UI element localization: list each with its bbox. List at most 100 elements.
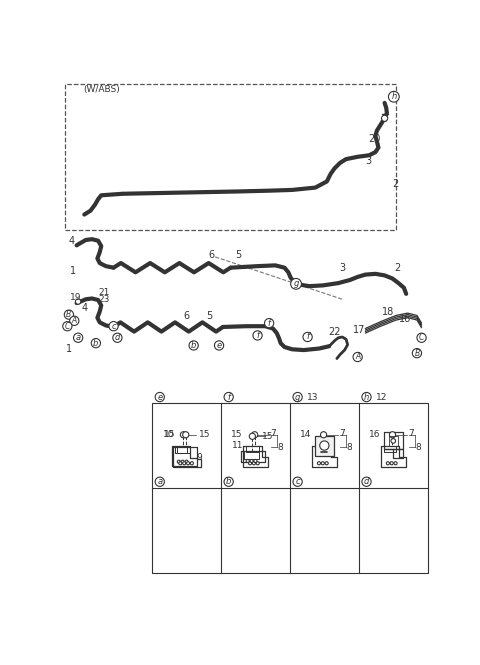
Circle shape (179, 462, 182, 465)
Circle shape (317, 462, 321, 465)
Text: 16: 16 (369, 430, 380, 440)
Circle shape (185, 460, 188, 464)
Circle shape (362, 392, 371, 402)
Circle shape (181, 460, 184, 464)
Circle shape (177, 460, 180, 464)
Text: f: f (256, 331, 259, 340)
Text: 22: 22 (328, 327, 341, 337)
Text: 5: 5 (235, 250, 241, 261)
Text: 23: 23 (98, 295, 109, 304)
Text: 7: 7 (408, 429, 414, 438)
Circle shape (113, 333, 122, 342)
Text: d: d (115, 333, 120, 342)
Circle shape (293, 477, 302, 486)
Circle shape (155, 477, 164, 486)
Circle shape (73, 333, 83, 342)
Circle shape (321, 432, 327, 438)
Circle shape (252, 432, 258, 438)
Circle shape (63, 322, 72, 331)
Circle shape (394, 462, 397, 465)
Circle shape (264, 319, 274, 328)
Text: A: A (72, 317, 77, 325)
Circle shape (183, 432, 189, 438)
Text: 15: 15 (262, 432, 274, 441)
Text: e: e (157, 392, 162, 402)
Text: 2: 2 (392, 179, 398, 189)
Text: 5: 5 (206, 311, 212, 321)
Circle shape (189, 341, 198, 350)
Circle shape (390, 462, 393, 465)
Circle shape (109, 322, 118, 331)
Text: 3: 3 (339, 263, 345, 273)
Circle shape (249, 433, 255, 440)
Text: 20: 20 (368, 134, 381, 144)
Text: C: C (419, 333, 424, 342)
Circle shape (191, 462, 193, 465)
Circle shape (293, 392, 302, 402)
Text: f: f (306, 332, 309, 342)
Circle shape (417, 333, 426, 342)
Text: 6: 6 (183, 311, 189, 321)
Text: 14: 14 (300, 430, 311, 440)
Text: b: b (191, 341, 196, 350)
Text: g: g (293, 279, 299, 289)
Text: 4: 4 (81, 303, 87, 313)
Text: b: b (226, 477, 231, 486)
Text: h: h (391, 92, 396, 101)
Text: A: A (355, 352, 360, 362)
Text: a: a (75, 333, 81, 342)
Text: 8: 8 (346, 443, 352, 452)
Text: b: b (93, 338, 98, 348)
Text: d: d (364, 477, 369, 486)
Circle shape (412, 348, 421, 358)
Circle shape (391, 439, 396, 444)
Circle shape (246, 460, 249, 462)
Circle shape (64, 310, 73, 319)
Text: 13: 13 (307, 392, 318, 402)
Text: 1: 1 (66, 344, 72, 354)
Text: B: B (66, 310, 72, 319)
Text: 19: 19 (71, 293, 82, 302)
Circle shape (291, 279, 301, 289)
Bar (152, 403, 428, 573)
Text: 15: 15 (199, 430, 210, 440)
Circle shape (362, 477, 371, 486)
Circle shape (187, 462, 190, 465)
Circle shape (252, 462, 255, 465)
Circle shape (183, 462, 186, 465)
Text: C: C (65, 322, 70, 331)
Text: (W/ABS): (W/ABS) (83, 85, 120, 94)
Text: f: f (267, 319, 271, 328)
Circle shape (389, 432, 396, 438)
Text: 2: 2 (394, 263, 400, 273)
Circle shape (253, 331, 262, 340)
FancyBboxPatch shape (315, 436, 334, 456)
Circle shape (321, 462, 324, 465)
Bar (65, 84, 396, 230)
Text: h: h (364, 392, 369, 402)
Text: g: g (295, 392, 300, 402)
Circle shape (256, 462, 259, 465)
Circle shape (155, 392, 164, 402)
Text: f: f (227, 392, 230, 402)
Circle shape (180, 432, 187, 438)
Text: B: B (414, 348, 420, 358)
Circle shape (320, 441, 329, 450)
Text: 8: 8 (277, 443, 283, 452)
Circle shape (353, 352, 362, 362)
Circle shape (388, 91, 399, 102)
Text: 11: 11 (232, 441, 243, 450)
Circle shape (70, 316, 79, 325)
Text: 6: 6 (208, 250, 215, 261)
Text: 7: 7 (339, 429, 345, 438)
Circle shape (91, 338, 100, 348)
Text: 3: 3 (365, 156, 372, 166)
Text: 12: 12 (376, 392, 387, 402)
Text: 15: 15 (231, 430, 242, 440)
Circle shape (303, 332, 312, 342)
Circle shape (254, 460, 257, 462)
Text: 18: 18 (382, 307, 394, 317)
Text: a: a (157, 477, 162, 486)
Text: 16: 16 (398, 313, 411, 323)
Circle shape (75, 299, 81, 305)
